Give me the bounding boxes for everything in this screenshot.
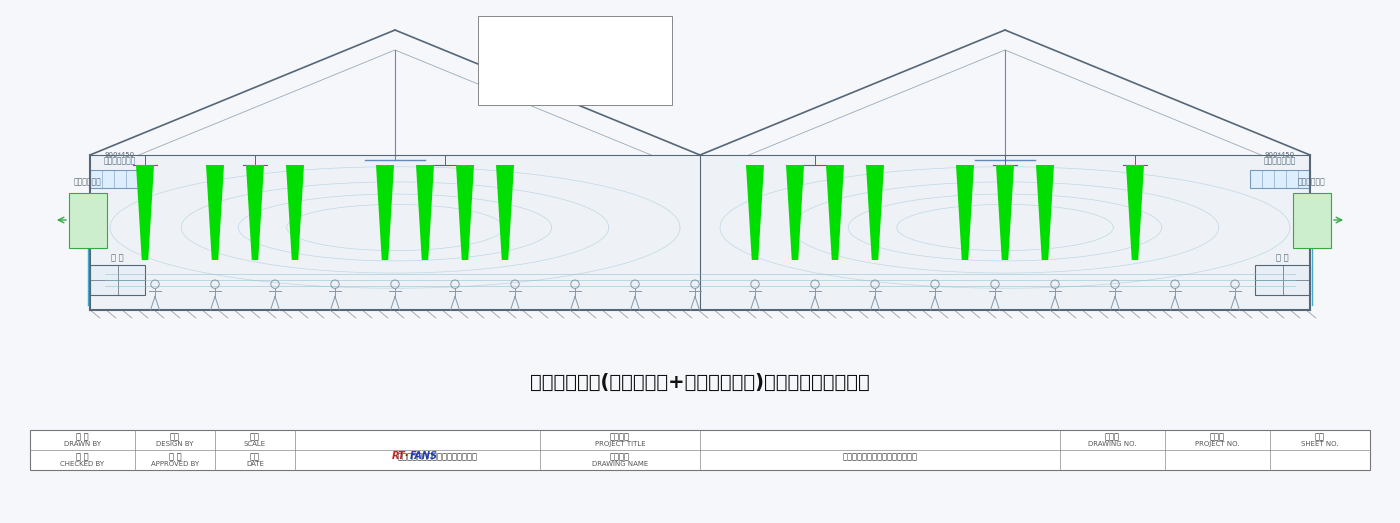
Polygon shape bbox=[496, 165, 514, 260]
Polygon shape bbox=[867, 165, 883, 260]
FancyBboxPatch shape bbox=[477, 16, 672, 105]
Text: PROJECT NO.: PROJECT NO. bbox=[1196, 440, 1240, 447]
Text: 风扇重量 ：125KG: 风扇重量 ：125KG bbox=[484, 68, 535, 77]
Text: 车间扇机组合通风降温立面示意图: 车间扇机组合通风降温立面示意图 bbox=[843, 452, 917, 461]
Polygon shape bbox=[286, 165, 304, 260]
Text: 900*450: 900*450 bbox=[1266, 152, 1295, 158]
Text: 蒸发式冷风机: 蒸发式冷风机 bbox=[74, 177, 102, 187]
Text: RT·: RT· bbox=[392, 451, 409, 461]
Polygon shape bbox=[956, 165, 974, 260]
Polygon shape bbox=[746, 165, 764, 260]
Text: 900*450: 900*450 bbox=[105, 152, 134, 158]
Text: 工程名称: 工程名称 bbox=[610, 432, 630, 441]
Text: 比例: 比例 bbox=[251, 432, 260, 441]
Text: 编号: 编号 bbox=[1315, 432, 1324, 441]
Text: 车间扇机组合(工业大风扇+蒸发式冷风机)通风降温立面示意图: 车间扇机组合(工业大风扇+蒸发式冷风机)通风降温立面示意图 bbox=[531, 372, 869, 392]
Text: DESIGN BY: DESIGN BY bbox=[157, 440, 193, 447]
Polygon shape bbox=[136, 165, 154, 260]
Text: 核 对: 核 对 bbox=[76, 452, 88, 461]
Bar bbox=[1294, 192, 1331, 247]
Text: FANS: FANS bbox=[409, 451, 437, 461]
Text: 自动摇摆送风口: 自动摇摆送风口 bbox=[104, 156, 136, 165]
Bar bbox=[90, 170, 150, 188]
Bar bbox=[1250, 170, 1310, 188]
Text: APPROVED BY: APPROVED BY bbox=[151, 461, 199, 467]
Polygon shape bbox=[785, 165, 804, 260]
Text: 广东瑞泰通风降温设备股份有限公司: 广东瑞泰通风降温设备股份有限公司 bbox=[398, 452, 477, 461]
Bar bbox=[29, 430, 1371, 470]
Text: 业务号: 业务号 bbox=[1210, 432, 1225, 441]
Text: "瑞泰风"工业大风扇规格说明: "瑞泰风"工业大风扇规格说明 bbox=[484, 24, 553, 33]
Text: 窗 户: 窗 户 bbox=[1277, 253, 1289, 262]
Polygon shape bbox=[995, 165, 1014, 260]
Bar bbox=[90, 265, 146, 295]
Text: 绘 图: 绘 图 bbox=[76, 432, 88, 441]
Text: 风扇直径：7300mm: 风扇直径：7300mm bbox=[484, 35, 542, 44]
Text: 日期: 日期 bbox=[251, 452, 260, 461]
Text: 风量     ：13500CMM: 风量 ：13500CMM bbox=[484, 90, 553, 99]
Polygon shape bbox=[246, 165, 265, 260]
Text: 风扇功率 ：2.0HP 1.5kW: 风扇功率 ：2.0HP 1.5kW bbox=[484, 79, 559, 88]
Text: CHECKED BY: CHECKED BY bbox=[60, 461, 105, 467]
Polygon shape bbox=[1126, 165, 1144, 260]
Text: SCALE: SCALE bbox=[244, 440, 266, 447]
Bar bbox=[90, 155, 1310, 310]
Polygon shape bbox=[826, 165, 844, 260]
Text: DRAWING NO.: DRAWING NO. bbox=[1088, 440, 1137, 447]
Text: SHEET NO.: SHEET NO. bbox=[1301, 440, 1338, 447]
Text: 设计: 设计 bbox=[169, 432, 181, 441]
Bar bbox=[69, 192, 106, 247]
Polygon shape bbox=[206, 165, 224, 260]
Text: 图纸号: 图纸号 bbox=[1105, 432, 1120, 441]
Text: 图纸名称: 图纸名称 bbox=[610, 452, 630, 461]
Bar bbox=[1254, 265, 1310, 295]
Text: DRAWING NAME: DRAWING NAME bbox=[592, 461, 648, 467]
Text: DATE: DATE bbox=[246, 461, 265, 467]
Text: 叶片数量 ：6 片: 叶片数量 ：6 片 bbox=[484, 46, 521, 55]
Polygon shape bbox=[456, 165, 475, 260]
Text: 风扇转速 ：53 RPM: 风扇转速 ：53 RPM bbox=[484, 57, 538, 66]
Text: 窗 户: 窗 户 bbox=[111, 253, 123, 262]
Text: PROJECT TITLE: PROJECT TITLE bbox=[595, 440, 645, 447]
Text: 自动摇摆送风口: 自动摇摆送风口 bbox=[1264, 156, 1296, 165]
Text: 蒸发式冷风机: 蒸发式冷风机 bbox=[1298, 177, 1326, 187]
Polygon shape bbox=[416, 165, 434, 260]
Polygon shape bbox=[1036, 165, 1054, 260]
Text: 核 准: 核 准 bbox=[168, 452, 182, 461]
Polygon shape bbox=[377, 165, 393, 260]
Text: DRAWN BY: DRAWN BY bbox=[64, 440, 101, 447]
